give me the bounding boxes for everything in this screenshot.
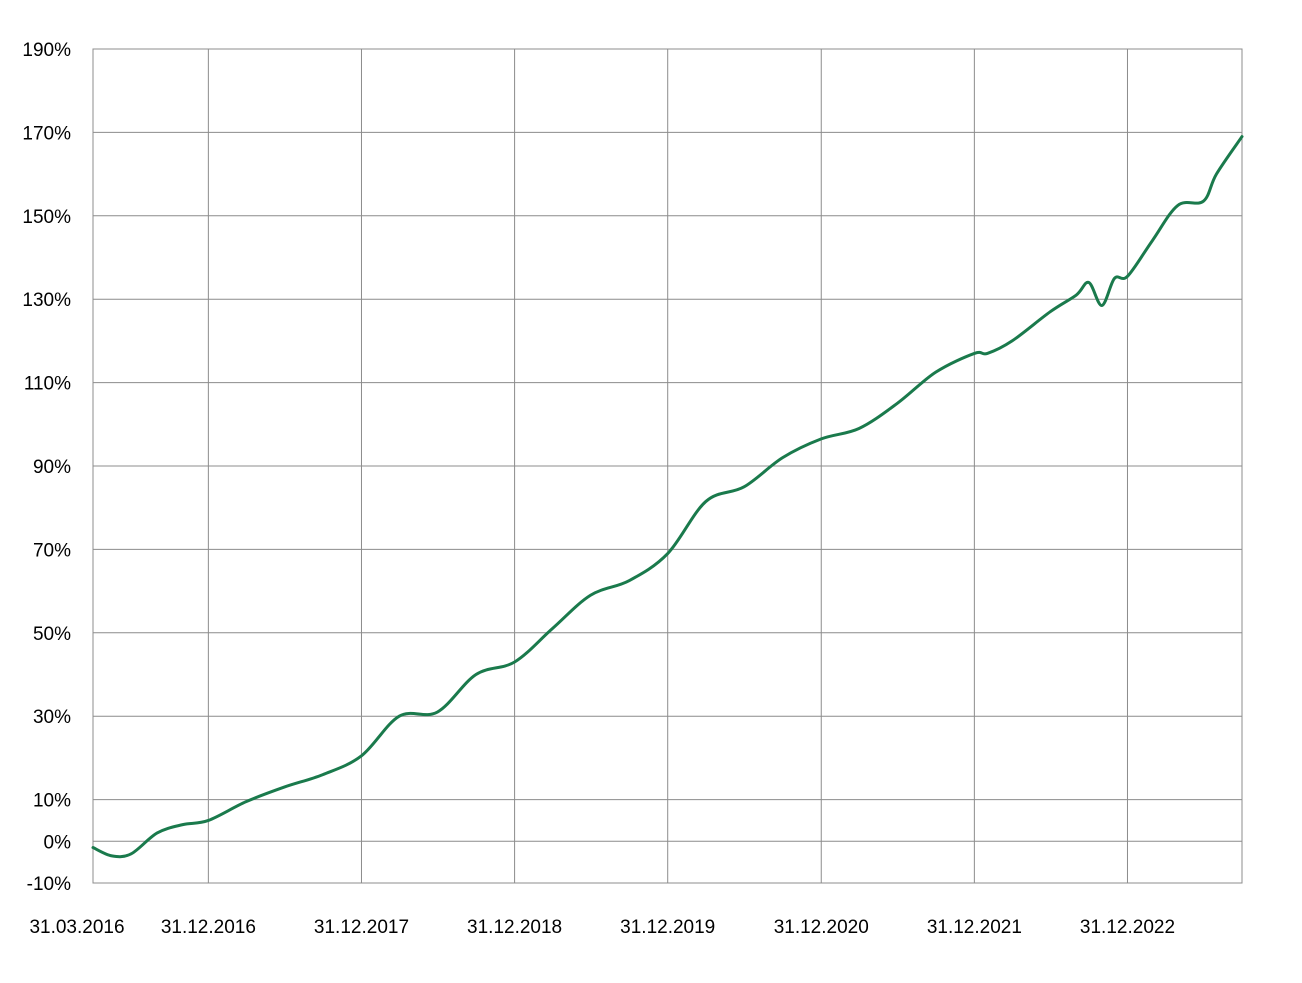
- x-tick-label: 31.12.2018: [467, 917, 562, 938]
- y-axis-tick-labels: 190% 170% 150% 130% 110% 90% 70% 50% 30% 10% 0% -10…: [22, 40, 71, 895]
- y-tick-label: 30%: [33, 707, 71, 728]
- y-tick-label: 130%: [22, 290, 71, 311]
- plot-frame: [92, 48, 1243, 884]
- x-tick-label: 31.12.2020: [774, 917, 869, 938]
- y-tick-label: 0%: [44, 832, 72, 853]
- y-tick-label: 150%: [22, 207, 71, 228]
- x-tick-label: 31.12.2022: [1080, 917, 1175, 938]
- y-tick-label: 110%: [24, 374, 71, 395]
- x-tick-label: 31.03.2016: [29, 917, 124, 938]
- y-tick-label: 10%: [33, 791, 71, 812]
- y-tick-label: 170%: [22, 123, 71, 144]
- x-tick-label: 31.12.2021: [927, 917, 1022, 938]
- y-tick-label: 70%: [33, 540, 71, 561]
- x-tick-label: 31.12.2017: [314, 917, 409, 938]
- y-tick-label: -10%: [27, 874, 71, 895]
- x-tick-label: 31.12.2016: [161, 917, 256, 938]
- y-tick-label: 90%: [33, 457, 71, 478]
- vertical-gridlines: [207, 49, 1128, 883]
- x-tick-label: 31.12.2019: [620, 917, 715, 938]
- y-tick-label: 190%: [22, 40, 71, 61]
- series-layer: [91, 135, 1244, 859]
- x-axis-tick-labels: 31.03.2016 31.12.2016 31.12.2017 31.12.2018…: [29, 917, 1175, 938]
- y-tick-label: 50%: [33, 624, 71, 645]
- series-line: [91, 135, 1244, 859]
